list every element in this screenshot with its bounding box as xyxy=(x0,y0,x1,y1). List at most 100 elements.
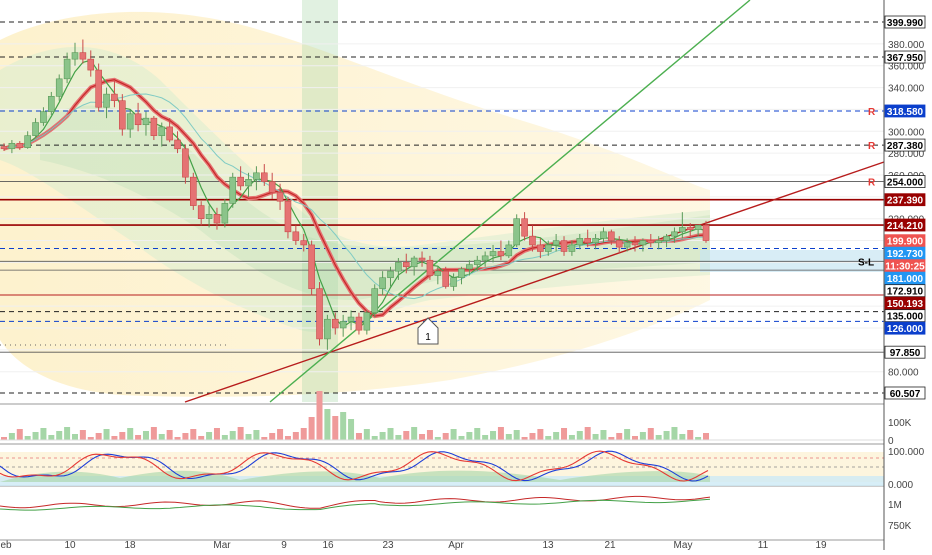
candle xyxy=(150,115,158,141)
svg-text:97.850: 97.850 xyxy=(890,348,921,359)
candle xyxy=(395,258,402,280)
candle xyxy=(544,240,552,256)
volume-bar xyxy=(40,428,47,440)
volume-tick: 100K xyxy=(888,418,912,429)
level-label: 214.210 xyxy=(884,218,926,232)
candle xyxy=(71,42,79,66)
volume-bar xyxy=(442,433,449,440)
volume-bar xyxy=(466,432,473,440)
level-label: 97.850 xyxy=(884,345,926,359)
candle xyxy=(205,205,213,228)
time-tick: 16 xyxy=(322,540,334,550)
volume-bar xyxy=(127,428,134,440)
volume-bar xyxy=(703,433,709,440)
candle xyxy=(387,266,394,287)
volume-bar xyxy=(450,429,457,440)
time-tick: 21 xyxy=(604,540,616,550)
trendline-green xyxy=(269,0,751,403)
level-label: 181.000 xyxy=(884,271,926,285)
volume-bar xyxy=(103,429,110,440)
svg-text:254.000: 254.000 xyxy=(887,178,924,189)
level-labels: 399.990 367.950 318.580 287.380 254.000 237.3… xyxy=(884,15,926,400)
candle xyxy=(292,225,300,245)
volume-bar xyxy=(8,433,15,440)
svg-text:367.950: 367.950 xyxy=(887,53,924,64)
countdown-label: 11:30:25 xyxy=(884,259,926,273)
candle xyxy=(55,74,63,101)
time-tick: 11 xyxy=(758,540,769,550)
candle xyxy=(647,234,655,248)
level-marker: R xyxy=(868,178,876,189)
candle xyxy=(276,183,284,210)
candle xyxy=(126,109,134,138)
ma-teal xyxy=(3,93,707,300)
volume-bar xyxy=(206,432,213,440)
candle xyxy=(576,234,584,250)
svg-text:126.000: 126.000 xyxy=(887,324,924,335)
volume-bar xyxy=(324,409,331,440)
time-tick: 19 xyxy=(815,540,827,550)
volume-bar xyxy=(513,430,520,440)
candle xyxy=(663,234,670,248)
volume-bar xyxy=(284,436,291,440)
volume-bar xyxy=(213,428,220,440)
time-tick: 23 xyxy=(382,540,394,550)
volume-bar xyxy=(411,427,418,440)
candle xyxy=(513,214,520,248)
volume-bar xyxy=(355,433,362,440)
volume-bar xyxy=(221,435,228,440)
volume-bar xyxy=(48,435,55,440)
volume-bar xyxy=(529,433,536,440)
level-label: 367.950 xyxy=(884,50,926,64)
volume-bar xyxy=(616,433,623,440)
volume-bar xyxy=(647,428,654,440)
volume-bar xyxy=(198,436,205,440)
volume-bar xyxy=(379,432,386,440)
level-label: 192.730 xyxy=(884,246,926,260)
level-label: 126.000 xyxy=(884,321,926,335)
horizontal-levels xyxy=(0,21,884,394)
volume-bar xyxy=(300,428,307,440)
time-tick: 18 xyxy=(124,540,136,550)
level-label: 135.000 xyxy=(884,309,926,323)
candle xyxy=(521,212,528,241)
candle xyxy=(552,234,560,252)
volume-bar xyxy=(624,429,631,440)
volume-bar xyxy=(316,391,323,440)
candle xyxy=(529,225,536,252)
volume-bar xyxy=(663,431,670,440)
candle xyxy=(363,310,371,335)
volume-bar xyxy=(497,427,504,440)
volume-bar xyxy=(64,427,71,440)
volume-bar xyxy=(434,437,441,440)
candle xyxy=(190,172,197,210)
candle xyxy=(229,172,237,208)
candle xyxy=(8,140,16,154)
volume-bar xyxy=(71,434,78,440)
svg-text:135.000: 135.000 xyxy=(887,312,924,323)
svg-text:399.990: 399.990 xyxy=(887,18,924,29)
svg-text:11:30:25: 11:30:25 xyxy=(885,262,925,273)
obv-tick: 1M xyxy=(888,500,902,511)
volume-bar xyxy=(261,437,268,440)
candle xyxy=(237,166,244,191)
candle xyxy=(134,102,142,132)
candle xyxy=(379,271,386,296)
volume-bar xyxy=(16,429,23,440)
candle xyxy=(324,314,331,350)
volume-bar xyxy=(600,430,607,440)
stoch-d xyxy=(0,450,709,482)
volume-bar xyxy=(174,437,181,440)
volume-bar xyxy=(419,434,426,440)
volume-bar xyxy=(111,436,118,440)
time-tick: Apr xyxy=(448,540,464,550)
candle xyxy=(308,240,315,296)
volume-tick: 0 xyxy=(888,436,894,447)
candle xyxy=(347,310,355,331)
time-tick: May xyxy=(674,540,693,550)
volume-bar xyxy=(87,437,94,440)
candle xyxy=(426,255,434,280)
annotation-callout[interactable]: 1 xyxy=(417,317,439,345)
